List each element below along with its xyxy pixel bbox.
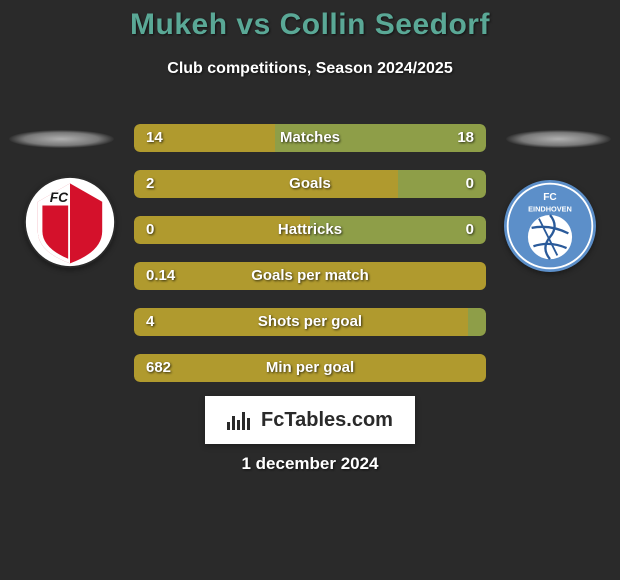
- stat-bar-right: [310, 216, 486, 244]
- stat-row: Min per goal682: [134, 354, 486, 382]
- club-logo-left: FC: [24, 176, 116, 268]
- stat-row: Goals20: [134, 170, 486, 198]
- stat-row: Hattricks00: [134, 216, 486, 244]
- player-shadow-right: [506, 130, 611, 148]
- stat-bar-left: [134, 216, 310, 244]
- watermark-text: FcTables.com: [261, 409, 393, 432]
- stat-bar-right: [468, 308, 486, 336]
- bar-chart-icon: [227, 410, 255, 430]
- svg-text:FC: FC: [50, 190, 69, 205]
- svg-text:EINDHOVEN: EINDHOVEN: [528, 204, 572, 213]
- stat-bar-left: [134, 308, 468, 336]
- stat-bars: Matches1418 Goals20 Hattricks00 Goals per m…: [134, 124, 486, 400]
- svg-text:FC: FC: [543, 192, 557, 203]
- fc-utrecht-icon: FC: [24, 176, 116, 268]
- date-label: 1 december 2024: [0, 454, 620, 474]
- stat-bar-left: [134, 354, 486, 382]
- stat-bar-left: [134, 124, 275, 152]
- stat-row: Shots per goal4: [134, 308, 486, 336]
- stat-bar-right: [398, 170, 486, 198]
- stat-bar-left: [134, 262, 486, 290]
- watermark: FcTables.com: [205, 396, 415, 444]
- player-shadow-left: [9, 130, 114, 148]
- stat-bar-right: [275, 124, 486, 152]
- comparison-card: Mukeh vs Collin Seedorf Club competition…: [0, 0, 620, 580]
- fc-eindhoven-icon: FC EINDHOVEN: [504, 180, 596, 272]
- stat-row: Matches1418: [134, 124, 486, 152]
- subtitle: Club competitions, Season 2024/2025: [0, 60, 620, 78]
- stat-row: Goals per match0.14: [134, 262, 486, 290]
- page-title: Mukeh vs Collin Seedorf: [0, 8, 620, 42]
- stat-bar-left: [134, 170, 398, 198]
- club-logo-right: FC EINDHOVEN: [504, 180, 596, 272]
